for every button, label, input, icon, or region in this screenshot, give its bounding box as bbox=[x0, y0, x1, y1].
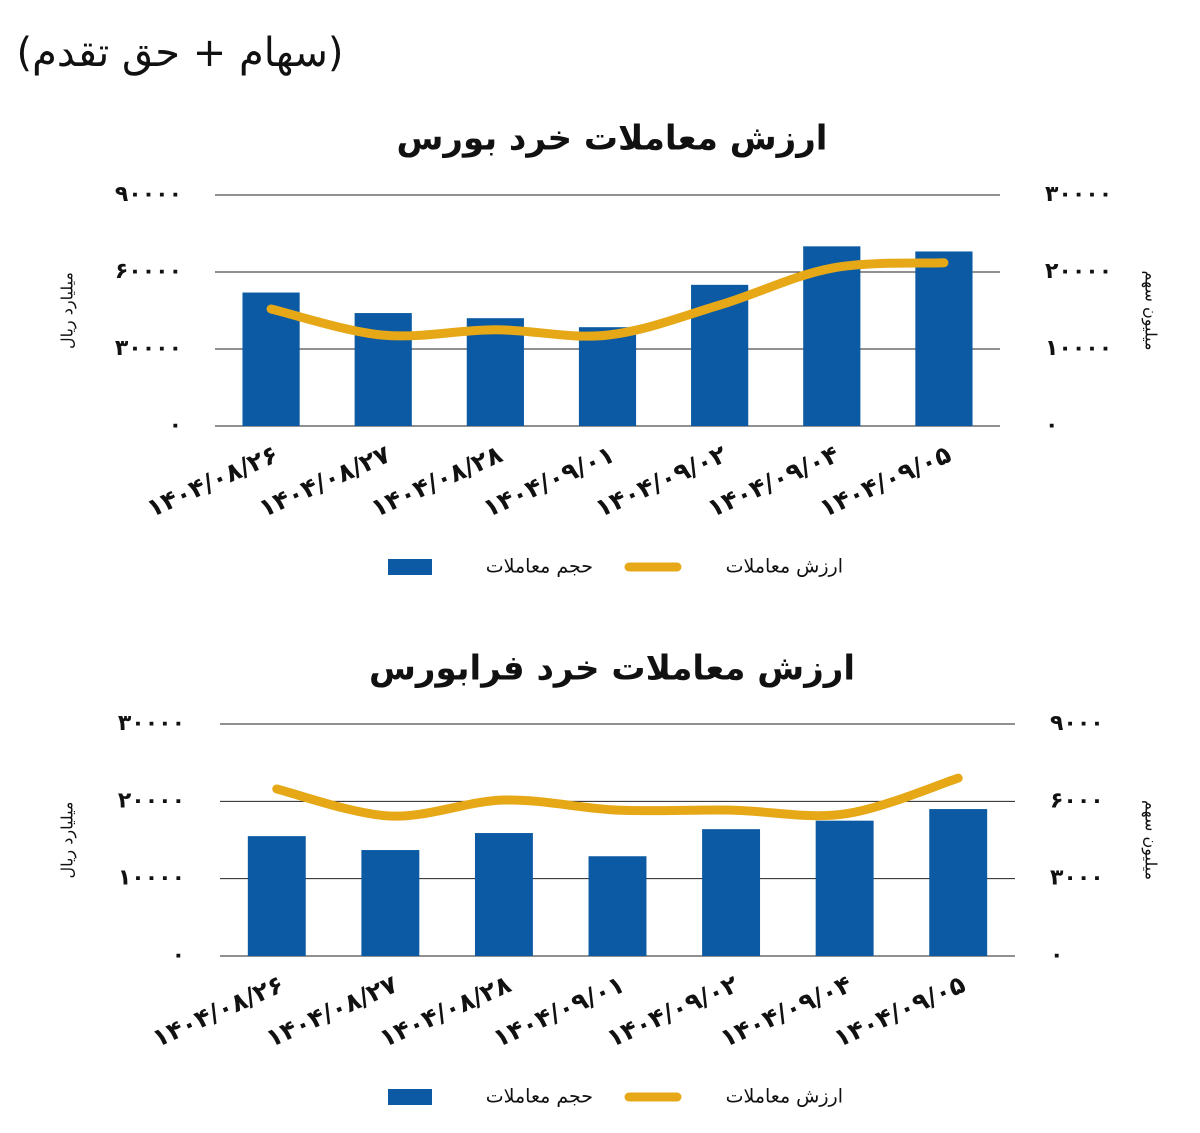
legend-label: ارزش معاملات bbox=[726, 1086, 843, 1108]
bar bbox=[929, 809, 988, 956]
y-tick-label: ۲۰۰۰۰ bbox=[118, 788, 185, 813]
legend-label: حجم معاملات bbox=[486, 556, 593, 578]
y-tick-label: ۱۰۰۰۰ bbox=[118, 866, 185, 891]
y2-tick-label: ۱۰۰۰۰ bbox=[1045, 336, 1112, 361]
y2-axis-title: میلیون سهم bbox=[1141, 800, 1161, 880]
y-tick-label: ۰ bbox=[169, 413, 182, 438]
chart-title: ارزش معاملات خرد بورس bbox=[397, 119, 828, 159]
y-tick-label: ۳۰۰۰۰ bbox=[115, 336, 182, 361]
y2-tick-label: ۳۰۰۰۰ bbox=[1045, 182, 1112, 207]
y2-tick-label: ۰ bbox=[1050, 943, 1063, 968]
x-tick-label: ۱۴۰۴/۰۹/۰۵ bbox=[829, 969, 969, 1053]
legend-label: حجم معاملات bbox=[486, 1086, 593, 1108]
y2-axis-title: میلیون سهم bbox=[1141, 270, 1161, 350]
bar bbox=[247, 836, 306, 956]
y2-tick-label: ۹۰۰۰ bbox=[1050, 711, 1104, 736]
bar bbox=[361, 850, 420, 956]
bar bbox=[815, 820, 874, 956]
y2-tick-label: ۲۰۰۰۰ bbox=[1045, 259, 1112, 284]
bar bbox=[588, 856, 647, 956]
bar bbox=[466, 318, 524, 426]
y2-tick-label: ۳۰۰۰ bbox=[1050, 866, 1104, 891]
bar bbox=[474, 833, 533, 956]
y-tick-label: ۰ bbox=[172, 943, 185, 968]
bar bbox=[915, 251, 973, 426]
legend-swatch bbox=[388, 1089, 432, 1105]
chart-title: ارزش معاملات خرد فرابورس bbox=[369, 649, 855, 689]
y-tick-label: ۹۰۰۰۰ bbox=[115, 182, 182, 207]
y-tick-label: ۳۰۰۰۰ bbox=[118, 711, 185, 736]
line bbox=[266, 258, 949, 341]
y2-tick-label: ۶۰۰۰ bbox=[1050, 788, 1104, 813]
y2-tick-label: ۰ bbox=[1045, 413, 1058, 438]
y-axis-title: میلیارد ریال bbox=[58, 801, 78, 878]
page-header: (سهام + حق تقدم) bbox=[17, 30, 344, 76]
y-tick-label: ۶۰۰۰۰ bbox=[115, 259, 182, 284]
legend-label: ارزش معاملات bbox=[726, 556, 843, 578]
y-axis-title: میلیارد ریال bbox=[58, 272, 78, 349]
legend-swatch bbox=[388, 559, 432, 575]
line bbox=[272, 773, 963, 821]
bar bbox=[702, 829, 761, 956]
bar bbox=[578, 327, 637, 426]
